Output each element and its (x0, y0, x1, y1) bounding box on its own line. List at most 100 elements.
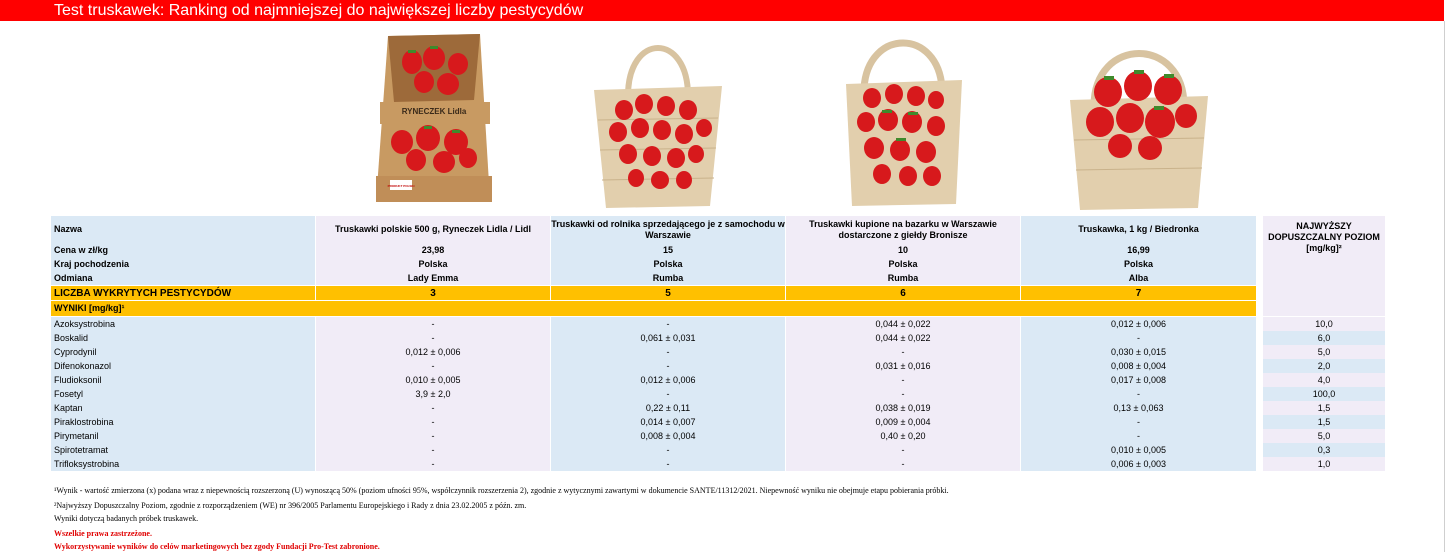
price-value: 15 (551, 243, 785, 257)
pesticide-name: Azoksystrobina (51, 317, 315, 331)
limit-value: 1,0 (1263, 457, 1385, 471)
label-name: Nazwa (51, 216, 315, 243)
pesticide-result: - (316, 401, 550, 415)
pesticide-result: 0,012 ± 0,006 (1021, 317, 1256, 331)
pesticide-row: Fludioksonil 0,010 ± 0,005 0,012 ± 0,006-0… (51, 373, 1256, 387)
label-pesticide-count: LICZBA WYKRYTYCH PESTYCYDÓW (51, 286, 315, 300)
pesticide-row: Boskalid -0,061 ± 0,031 0,044 ± 0,022- (51, 331, 1256, 345)
limit-header: NAJWYŻSZY DOPUSZCZALNY POZIOM [mg/kg]² (1263, 216, 1385, 316)
pesticide-result: 0,061 ± 0,031 (551, 331, 785, 345)
pesticide-result: - (316, 457, 550, 471)
pesticide-name: Piraklostrobina (51, 415, 315, 429)
pesticide-result: 0,008 ± 0,004 (551, 429, 785, 443)
pesticide-result: - (316, 429, 550, 443)
label-price: Cena w zł/kg (51, 243, 315, 257)
limit-value: 1,5 (1263, 401, 1385, 415)
pesticide-result: - (551, 359, 785, 373)
pesticide-result: - (551, 317, 785, 331)
product-name: Truskawki polskie 500 g, Ryneczek Lidla … (316, 216, 550, 243)
pesticide-result: 0,006 ± 0,003 (1021, 457, 1256, 471)
origin-value: Polska (786, 257, 1020, 271)
page-edge-divider (1444, 21, 1445, 552)
pesticide-name: Cyprodynil (51, 345, 315, 359)
pesticide-name: Difenokonazol (51, 359, 315, 373)
pesticide-result: 0,010 ± 0,005 (316, 373, 550, 387)
marketing-notice: Wykorzystywanie wyników do celów marketi… (54, 542, 380, 551)
pesticide-result: - (1021, 415, 1256, 429)
limit-value: 10,0 (1263, 317, 1385, 331)
footnote-1: ¹Wynik - wartość zmierzona (x) podana wr… (54, 486, 949, 495)
pesticide-name: Spirotetramat (51, 443, 315, 457)
box-sticker-label: PRODUKT POLSKI (388, 184, 415, 188)
limit-value: 4,0 (1263, 373, 1385, 387)
pesticide-result: 3,9 ± 2,0 (316, 387, 550, 401)
pesticide-result: 0,40 ± 0,20 (786, 429, 1020, 443)
limit-value: 1,5 (1263, 415, 1385, 429)
pesticide-name: Trifloksystrobina (51, 457, 315, 471)
pesticide-result: - (551, 387, 785, 401)
price-value: 10 (786, 243, 1020, 257)
pesticide-count-value: 7 (1021, 286, 1256, 300)
limit-value: 5,0 (1263, 429, 1385, 443)
row-origin: Kraj pochodzenia Polska Polska Polska Po… (51, 257, 1256, 271)
pesticide-row: Kaptan -0,22 ± 0,11 0,038 ± 0,019 0,13 ± 0,… (51, 401, 1256, 415)
pesticide-result: 0,038 ± 0,019 (786, 401, 1020, 415)
limit-value: 6,0 (1263, 331, 1385, 345)
origin-value: Polska (316, 257, 550, 271)
limit-value: 2,0 (1263, 359, 1385, 373)
pesticide-result: 0,13 ± 0,063 (1021, 401, 1256, 415)
product-name: Truskawka, 1 kg / Biedronka (1021, 216, 1256, 243)
pesticide-result: - (551, 457, 785, 471)
row-name: Nazwa Truskawki polskie 500 g, Ryneczek … (51, 216, 1256, 243)
pesticide-result: - (316, 415, 550, 429)
pesticide-result: 0,009 ± 0,004 (786, 415, 1020, 429)
product-image-lidl: RYNECZEK Lidla PRODUKT POLSKI (376, 34, 492, 202)
variety-value: Alba (1021, 271, 1256, 285)
product-name: Truskawki od rolnika sprzedającego je z … (551, 216, 785, 243)
pesticide-result: 0,22 ± 0,11 (551, 401, 785, 415)
limit-value: 0,3 (1263, 443, 1385, 457)
pesticide-row: Pirymetanil -0,008 ± 0,004 0,40 ± 0,20- (51, 429, 1256, 443)
label-results: WYNIKI [mg/kg]¹ (51, 301, 1256, 316)
pesticide-row: Trifloksystrobina - - -0,006 ± 0,003 (51, 457, 1256, 471)
page-title: Test truskawek: Ranking od najmniejszej … (0, 0, 1444, 21)
pesticide-name: Kaptan (51, 401, 315, 415)
variety-value: Rumba (786, 271, 1020, 285)
pesticide-result: - (551, 345, 785, 359)
price-value: 23,98 (316, 243, 550, 257)
row-variety: Odmiana Lady Emma Rumba Rumba Alba (51, 271, 1256, 285)
limit-value: 5,0 (1263, 345, 1385, 359)
footnote-3: Wyniki dotyczą badanych próbek truskawek… (54, 514, 199, 523)
pesticide-name: Boskalid (51, 331, 315, 345)
product-image-biedronka (1070, 50, 1208, 210)
pesticide-result: - (316, 331, 550, 345)
pesticide-result: 0,010 ± 0,005 (1021, 443, 1256, 457)
footnote-2: ²Najwyższy Dopuszczalny Poziom, zgodnie … (54, 501, 527, 510)
row-price: Cena w zł/kg 23,98 15 10 16,99 (51, 243, 1256, 257)
pesticide-row: Spirotetramat - - -0,010 ± 0,005 (51, 443, 1256, 457)
label-origin: Kraj pochodzenia (51, 257, 315, 271)
pesticide-result: - (1021, 429, 1256, 443)
box-brand-label: RYNECZEK Lidla (402, 107, 467, 116)
pesticide-result: 0,044 ± 0,022 (786, 317, 1020, 331)
pesticide-result: 0,012 ± 0,006 (316, 345, 550, 359)
limit-value: 100,0 (1263, 387, 1385, 401)
pesticide-result: - (786, 443, 1020, 457)
variety-value: Rumba (551, 271, 785, 285)
pesticide-row: Difenokonazol - -0,031 ± 0,016 0,008 ± 0,00… (51, 359, 1256, 373)
pesticide-count-value: 3 (316, 286, 550, 300)
pesticide-result: - (786, 457, 1020, 471)
origin-value: Polska (1021, 257, 1256, 271)
pesticide-result: 0,044 ± 0,022 (786, 331, 1020, 345)
pesticide-result: 0,017 ± 0,008 (1021, 373, 1256, 387)
pesticide-result: 0,031 ± 0,016 (786, 359, 1020, 373)
pesticide-result: - (1021, 331, 1256, 345)
pesticide-result: - (316, 359, 550, 373)
price-value: 16,99 (1021, 243, 1256, 257)
row-results-header: WYNIKI [mg/kg]¹ (51, 301, 1256, 316)
row-pesticide-count: LICZBA WYKRYTYCH PESTYCYDÓW 3 5 6 7 (51, 286, 1256, 300)
origin-value: Polska (551, 257, 785, 271)
pesticide-result: - (1021, 387, 1256, 401)
pesticide-row: Azoksystrobina - -0,044 ± 0,022 0,012 ± 0,0… (51, 317, 1256, 331)
pesticide-result: - (786, 387, 1020, 401)
